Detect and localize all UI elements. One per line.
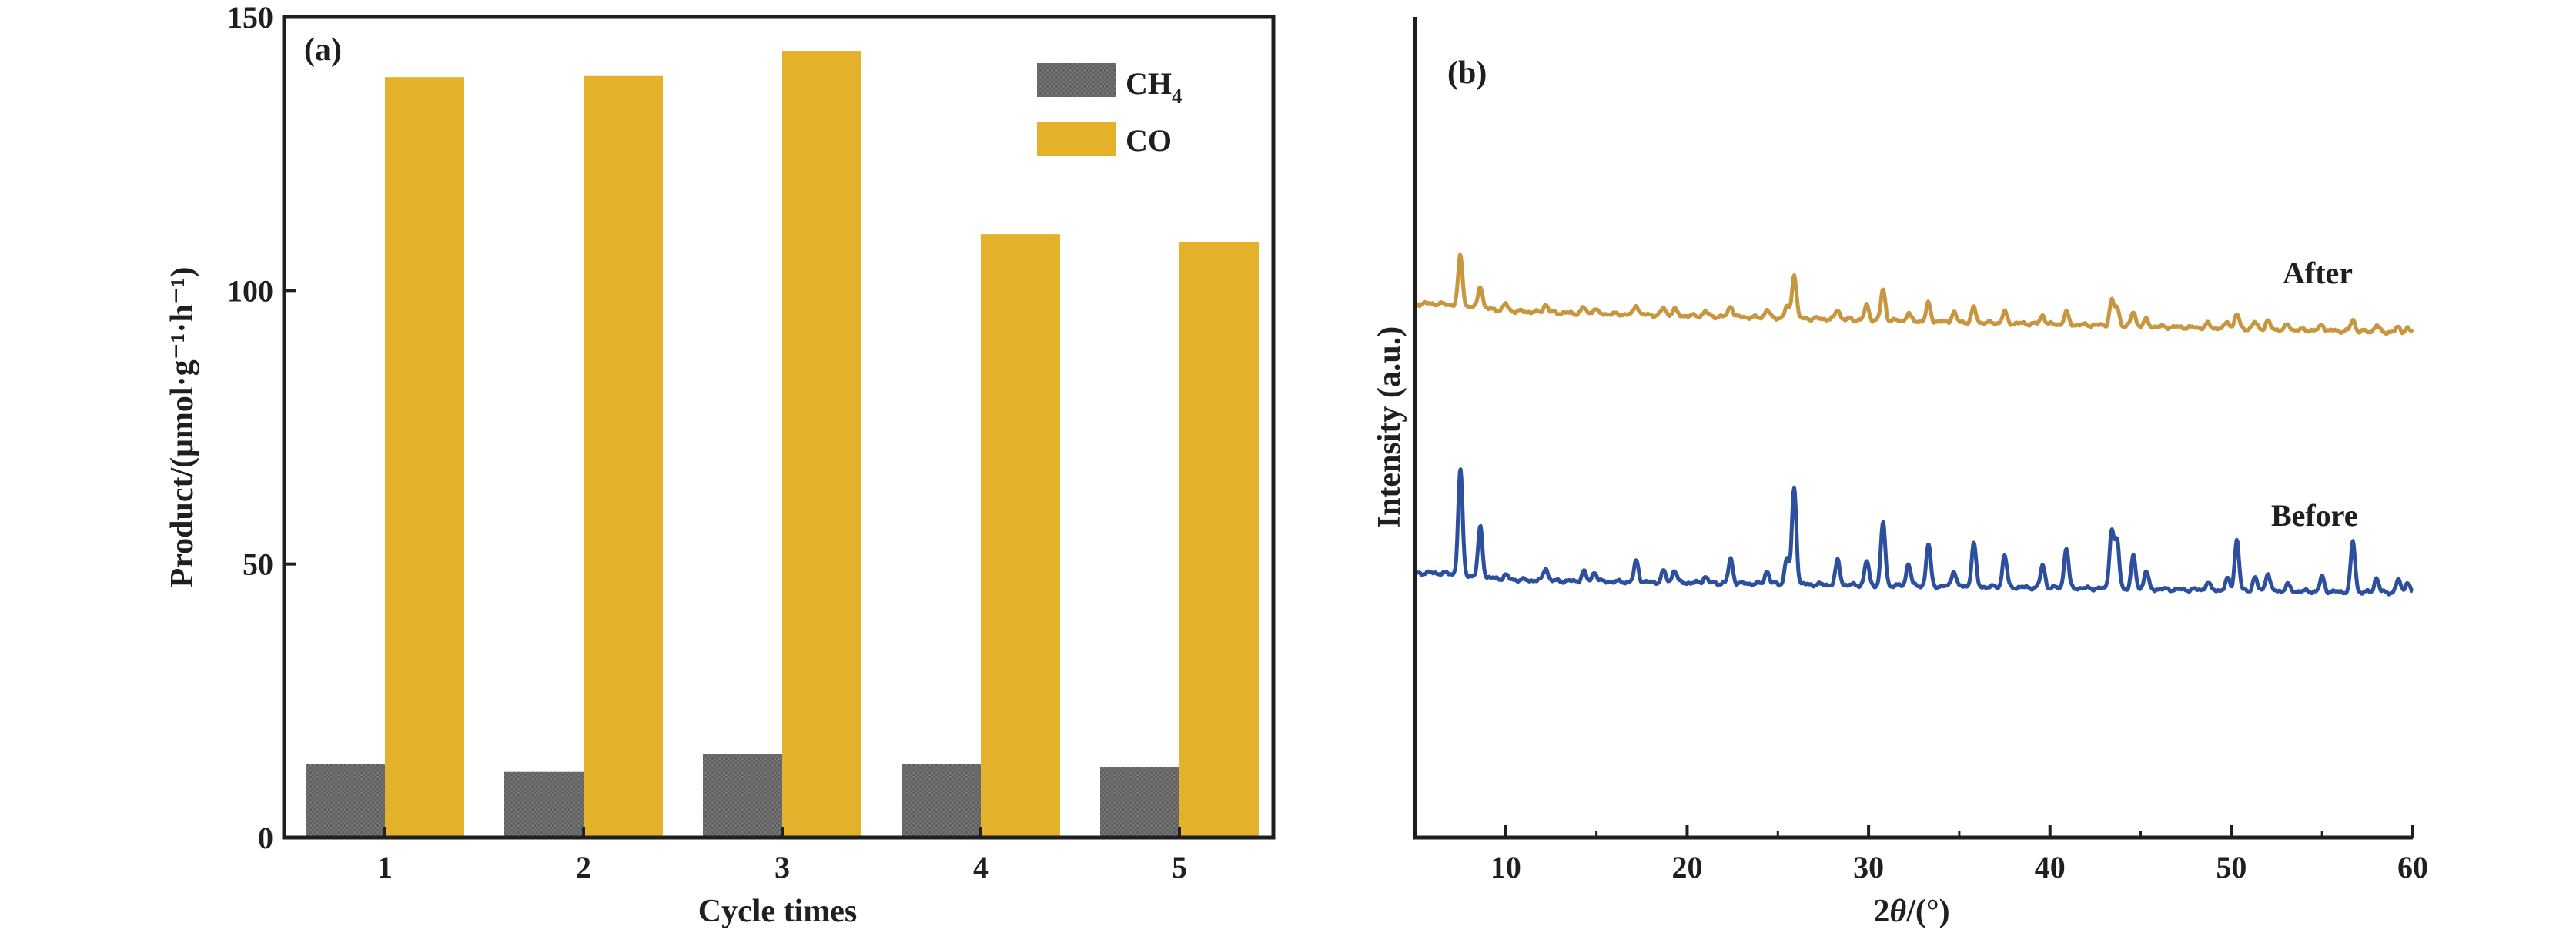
bar-co-cycle-5 (1179, 242, 1259, 838)
legend-swatch-co (1037, 122, 1116, 156)
axis-lines (1413, 17, 2413, 840)
legend-label-ch4: CH4 (1126, 66, 1183, 108)
x-tick-label: 50 (2216, 850, 2246, 885)
xrd-curve-after (1413, 252, 2414, 336)
panel-b-xrd-chart: 10 20 30 40 50 60 (b) After Before 2θ/(°) Int… (1372, 17, 2428, 929)
x-tick-label: 10 (1490, 850, 1521, 885)
x-tick-label: 40 (2035, 850, 2066, 885)
x-axis-ticks: 1 2 3 4 5 (377, 827, 1187, 885)
series-label-after: After (2283, 256, 2353, 290)
bar-ch4-cycle-4 (902, 764, 981, 838)
bar-ch4-cycle-3 (703, 754, 782, 838)
bar-co-cycle-3 (782, 51, 861, 838)
panel-label-a: (a) (304, 32, 342, 68)
bar-group (306, 51, 1259, 838)
x-tick-label: 4 (973, 850, 989, 885)
panel-label-b: (b) (1447, 55, 1487, 91)
x-tick-label: 3 (774, 850, 790, 885)
x-tick-label: 1 (377, 850, 393, 885)
xrd-curve-before (1413, 467, 2414, 597)
x-axis-title: Cycle times (698, 894, 857, 929)
x-tick-label: 60 (2397, 850, 2428, 885)
y-axis-ticks: 0 50 100 150 (227, 0, 296, 855)
bar-co-cycle-4 (981, 234, 1060, 838)
legend-swatch-ch4 (1037, 63, 1116, 97)
bar-co-cycle-1 (385, 77, 464, 838)
x-tick-label: 5 (1172, 850, 1187, 885)
legend-label-co: CO (1126, 123, 1172, 158)
x-tick-label: 30 (1853, 850, 1884, 885)
x-axis-title: 2θ/(°) (1873, 894, 1949, 929)
y-tick-label: 50 (243, 547, 273, 582)
x-tick-label: 2 (576, 850, 591, 885)
plot-frame (282, 15, 1276, 840)
y-tick-label: 150 (227, 0, 273, 35)
bar-ch4-cycle-5 (1100, 767, 1179, 838)
xrd-curves (1413, 252, 2414, 597)
bar-ch4-cycle-2 (504, 771, 584, 838)
y-axis-title: Intensity (a.u.) (1372, 326, 1407, 529)
y-axis-title: Product/(μmol·g⁻¹·h⁻¹) (165, 267, 200, 588)
bar-co-cycle-2 (584, 75, 663, 838)
legend: CH4 CO (1037, 63, 1183, 158)
series-label-before: Before (2271, 498, 2358, 533)
panel-a-bar-chart: 0 50 100 150 1 2 3 4 5 (a) CH4 CO Cycle times P… (165, 0, 1276, 929)
y-tick-label: 0 (258, 821, 273, 855)
bar-ch4-cycle-1 (306, 764, 385, 838)
x-tick-label: 20 (1671, 850, 1702, 885)
x-axis-ticks: 10 20 30 40 50 60 (1413, 825, 2428, 885)
y-tick-label: 100 (227, 273, 273, 308)
